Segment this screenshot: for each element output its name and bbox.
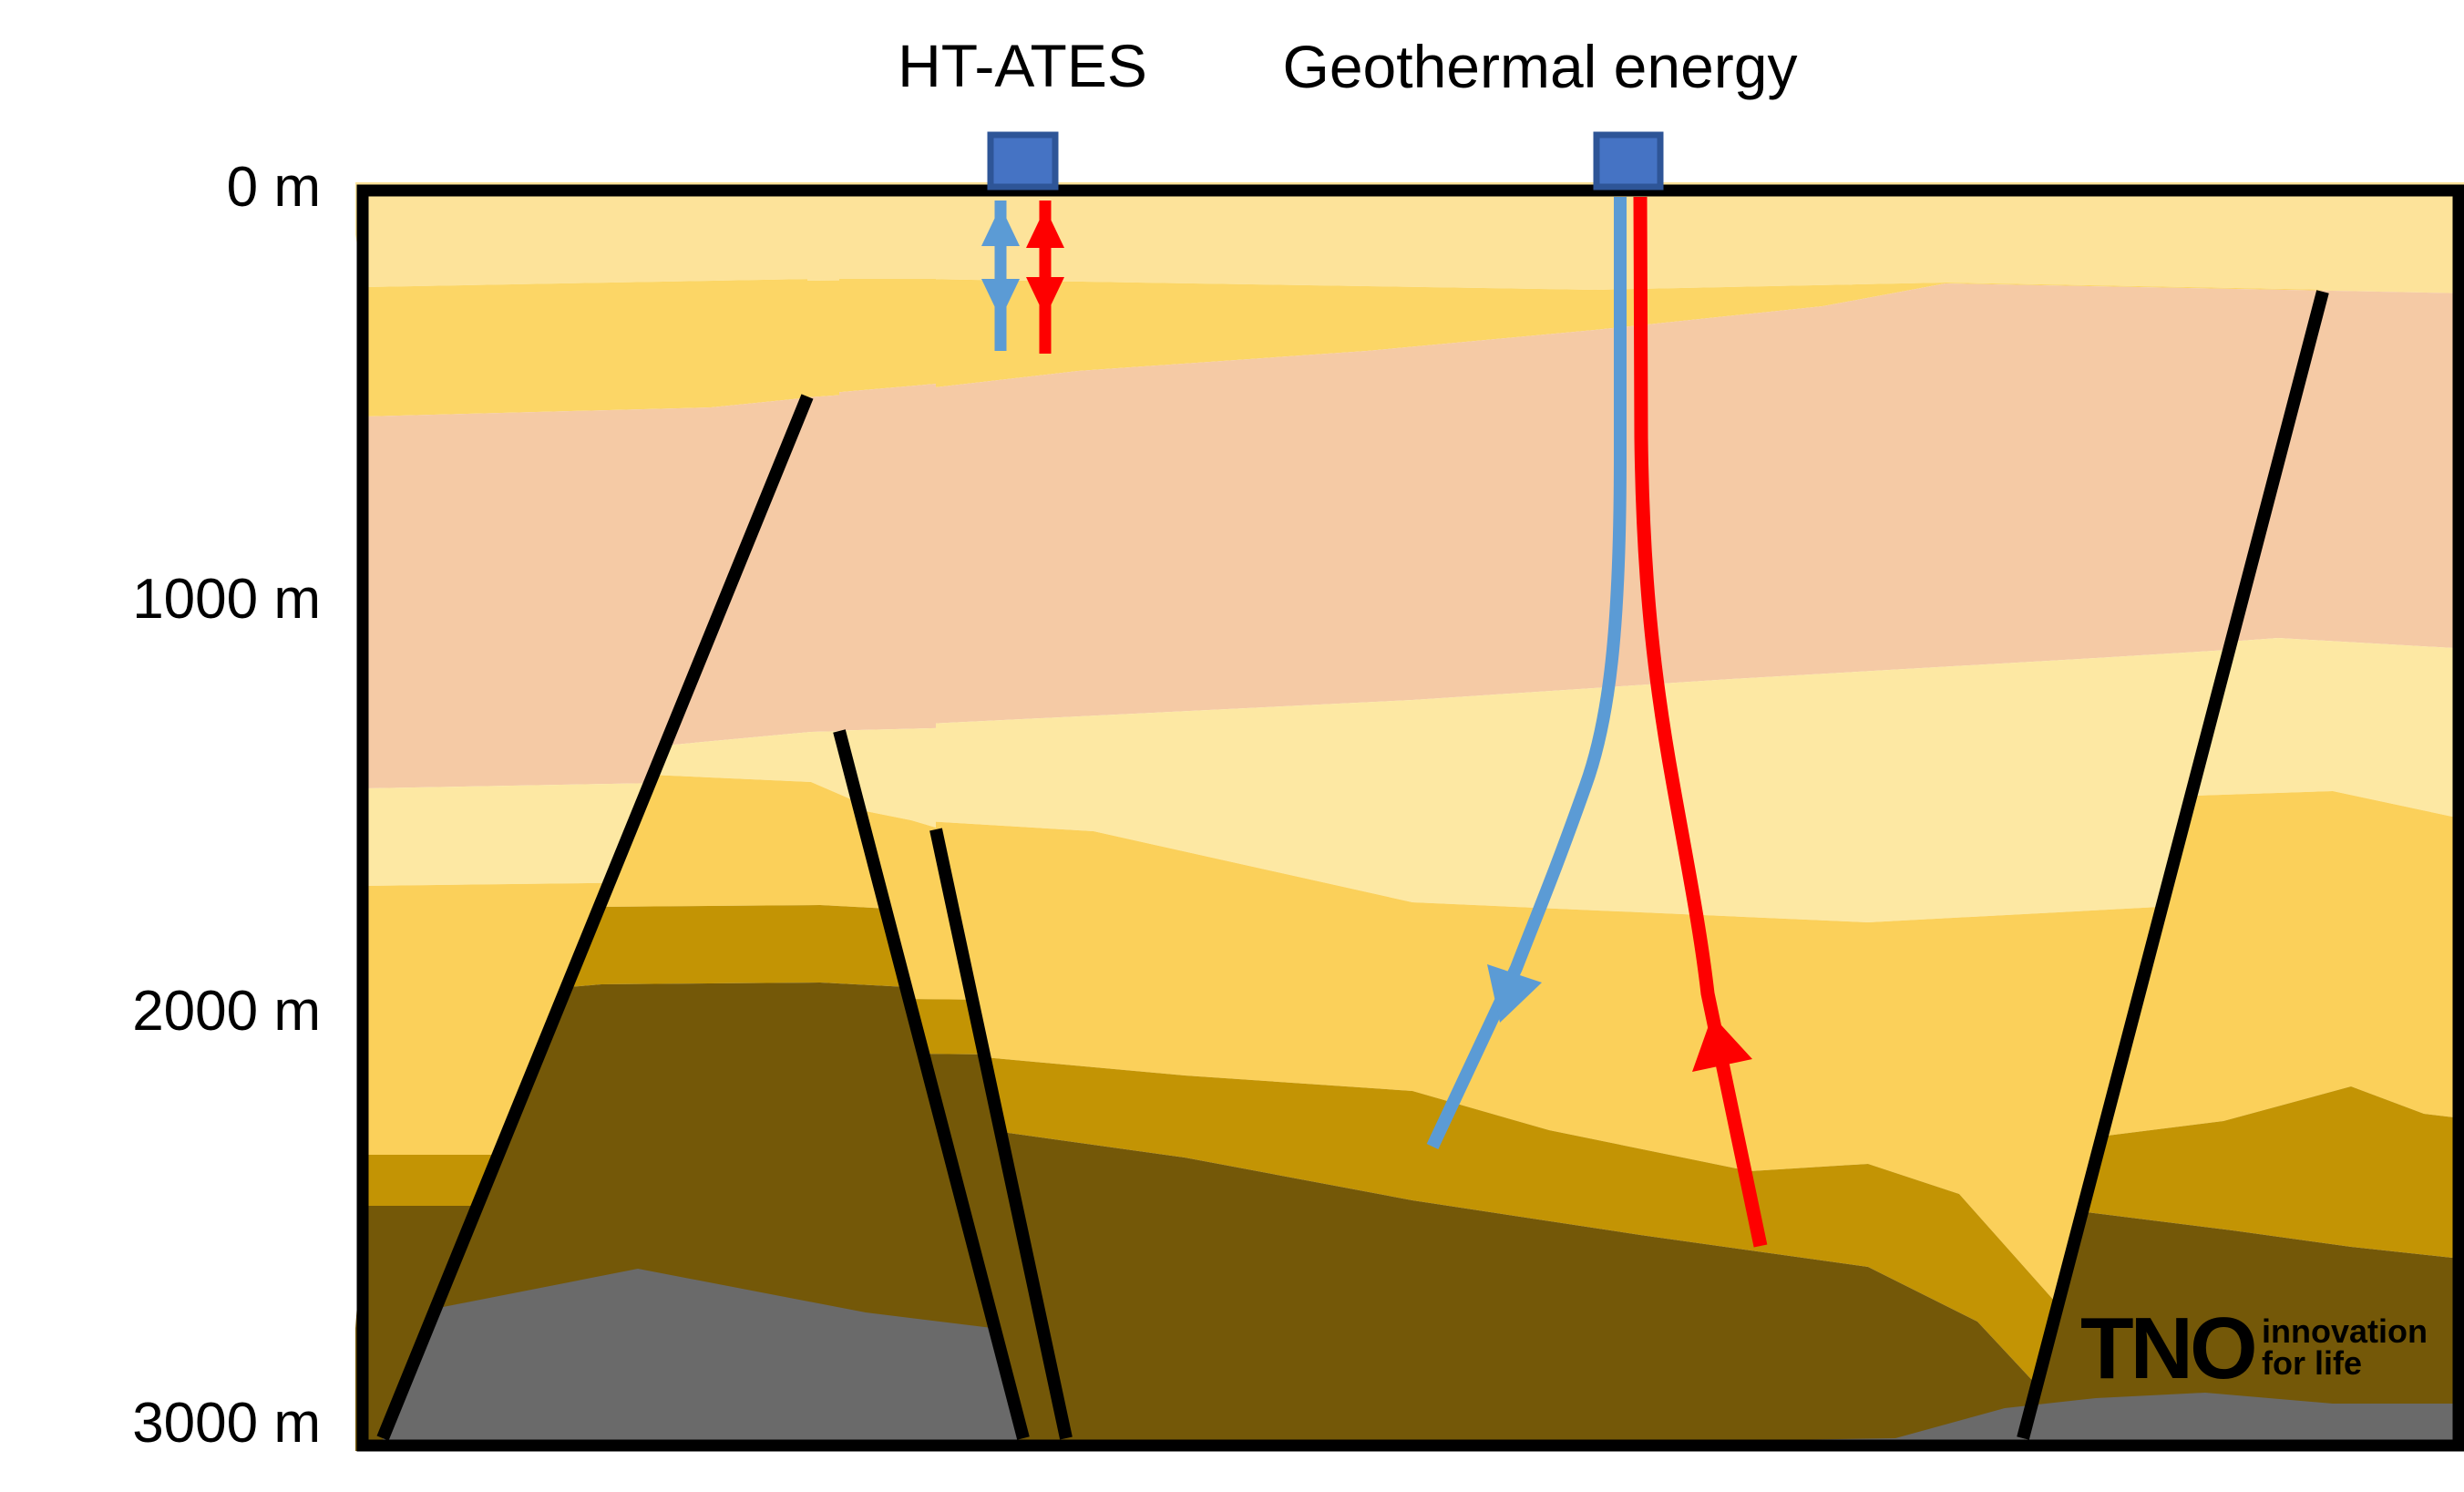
tno-logo: TNO innovation for life — [2080, 1300, 2428, 1397]
tno-brand-text: TNO — [2080, 1300, 2254, 1397]
stratum-dark-brown-central — [936, 1126, 2323, 1451]
depth-label-2000m: 2000 m — [132, 980, 321, 1043]
stratum-ochre-central — [936, 1053, 2055, 1390]
depth-axis: 0 m 1000 m 2000 m 3000 m — [132, 156, 321, 1455]
geothermal-production-arrow-icon — [1692, 1015, 1752, 1072]
stratum-cream-yellow-central — [936, 182, 2323, 290]
stratum-grey-basement-central — [1066, 1394, 2323, 1451]
stratum-grey-basement-horst — [378, 1269, 1023, 1451]
depth-label-0m: 0 m — [227, 156, 321, 219]
geothermal-production-line — [1633, 196, 1768, 1248]
stratum-cream-yellow-graben-sliver — [839, 182, 1068, 279]
tno-tagline-line2: for life — [2262, 1344, 2362, 1382]
fault-mid-1 — [833, 729, 1030, 1440]
strata-and-faults — [355, 182, 2464, 1452]
stratum-golden-yellow-central — [936, 279, 2323, 390]
ht-ates-cold-flow — [981, 201, 1020, 351]
stratum-grey-basement-east — [2021, 1393, 2464, 1451]
fault-block-central — [936, 182, 2323, 1451]
ht-ates-hot-down-arrow-icon — [1026, 277, 1064, 317]
fault-west — [376, 394, 814, 1441]
depth-label-3000m: 3000 m — [132, 1392, 321, 1455]
ht-ates-hot-up-arrow-icon — [1026, 208, 1064, 248]
fault-east — [2017, 290, 2329, 1440]
fault-mid-2 — [929, 828, 1073, 1440]
stratum-deep-yellow-central — [936, 820, 2323, 1302]
geothermal-injection-arrow-icon — [1487, 964, 1542, 1023]
wells-and-arrows — [981, 131, 1768, 1248]
stratum-golden-yellow-west — [364, 279, 807, 417]
ht-ates-title: HT-ATES — [898, 32, 1147, 99]
depth-label-1000m: 1000 m — [132, 568, 321, 631]
tno-tagline-line1: innovation — [2262, 1312, 2428, 1350]
geothermal-wellhead-icon — [1593, 131, 1664, 190]
ht-ates-hot-flow — [1026, 201, 1064, 354]
geothermal-injection-line — [1426, 197, 1627, 1149]
ht-ates-cold-down-arrow-icon — [981, 279, 1020, 319]
ht-ates-cold-up-arrow-icon — [981, 206, 1020, 246]
stratum-pale-yellow-central — [936, 643, 2323, 922]
stratum-ochre-east — [2021, 1086, 2464, 1260]
ht-ates-wellhead-icon — [987, 131, 1059, 190]
section-frame — [356, 184, 2464, 1452]
geothermal-title: Geothermal energy — [1283, 33, 1798, 100]
